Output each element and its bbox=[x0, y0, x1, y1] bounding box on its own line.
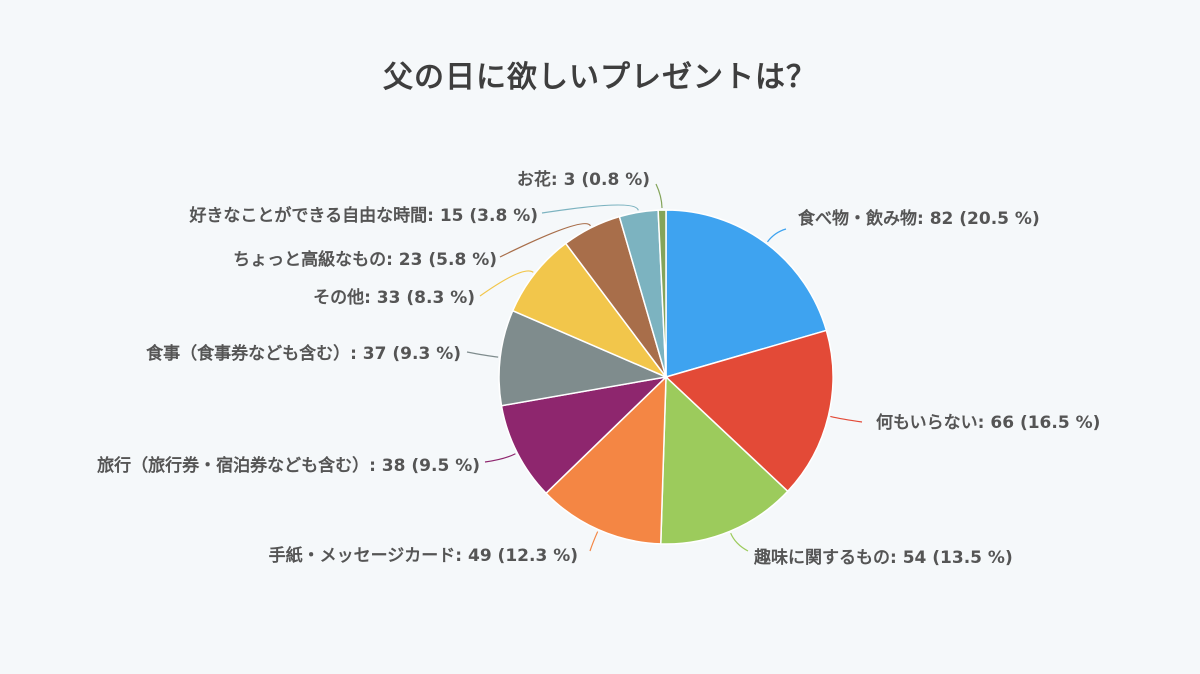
leader-line-5 bbox=[484, 453, 516, 463]
leader-line-7 bbox=[479, 270, 534, 297]
leader-line-6 bbox=[466, 351, 499, 358]
data-label-2: 何もいらない: 66 (16.5 %) bbox=[876, 412, 1100, 433]
data-label-7: その他: 33 (8.3 %) bbox=[313, 287, 475, 308]
leader-line-8 bbox=[499, 223, 591, 258]
data-label-8: ちょっと高級なもの: 23 (5.8 %) bbox=[233, 249, 497, 270]
data-label-6: 食事（食事券なども含む）: 37 (9.3 %) bbox=[146, 343, 461, 364]
pie-slice-2 bbox=[664, 329, 834, 493]
leader-line-2 bbox=[830, 415, 863, 423]
data-label-9: 好きなことができる自由な時間: 15 (3.8 %) bbox=[188, 205, 538, 226]
data-label-3: 趣味に関するもの: 54 (13.5 %) bbox=[753, 547, 1013, 568]
chart-title: 父の日に欲しいプレゼントは？ bbox=[383, 60, 817, 95]
leader-line-3 bbox=[730, 532, 749, 552]
leader-line-10 bbox=[655, 183, 663, 209]
pie-slice-7 bbox=[511, 242, 669, 379]
data-label-10: お花: 3 (0.8 %) bbox=[517, 169, 650, 190]
pie-slice-4 bbox=[545, 375, 667, 545]
leader-line-1 bbox=[766, 228, 787, 243]
leader-line-9 bbox=[541, 204, 639, 214]
data-label-5: 旅行（旅行券・宿泊券なども含む）: 38 (9.5 %) bbox=[97, 455, 480, 476]
data-label-4: 手紙・メッセージカード: 49 (12.3 %) bbox=[269, 545, 578, 566]
pie-slice-3 bbox=[659, 375, 789, 545]
pie-slice-5 bbox=[500, 375, 669, 495]
pie-slice-1 bbox=[665, 209, 828, 378]
pie-slice-6 bbox=[498, 309, 669, 407]
pie-slice-10 bbox=[657, 209, 667, 378]
leader-line-4 bbox=[589, 531, 599, 552]
data-label-1: 食べ物・飲み物: 82 (20.5 %) bbox=[798, 208, 1040, 229]
